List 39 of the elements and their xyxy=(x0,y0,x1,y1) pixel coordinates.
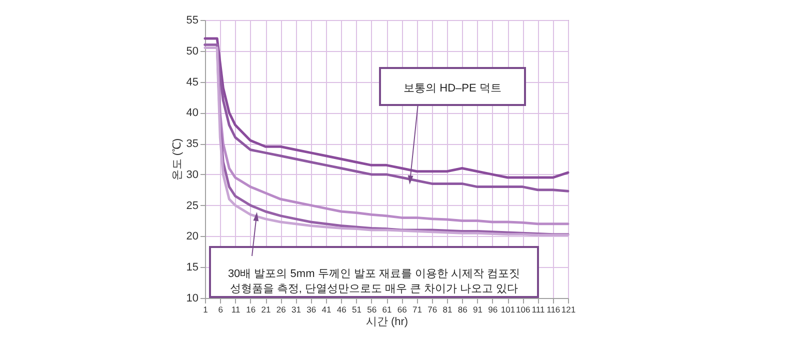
annotation: 보통의 HD–PE 덕트 xyxy=(404,82,502,94)
x-tick-label: 101 xyxy=(500,304,516,314)
x-tick-label: 116 xyxy=(546,304,560,314)
y-axis-title: 온도 (℃) xyxy=(171,138,184,181)
x-tick-label: 21 xyxy=(261,304,271,314)
y-tick-label: 30 xyxy=(186,168,198,181)
y-tick-label: 50 xyxy=(186,45,198,58)
y-tick-label: 35 xyxy=(186,138,198,150)
annotation: 30배 발포의 5mm 두께인 발포 재료를 이용한 시제작 컴포짓 성형품을 측정, 단열성만으로도 매우 큰 차이가 나오고 있다 xyxy=(228,268,520,295)
x-tick-label: 106 xyxy=(516,304,530,314)
x-tick-label: 11 xyxy=(231,304,240,314)
x-tick-label: 66 xyxy=(397,304,408,314)
y-tick-label: 55 xyxy=(186,14,198,26)
y-tick-label: 45 xyxy=(186,76,198,88)
x-tick-label: 31 xyxy=(292,304,302,314)
x-tick-label: 121 xyxy=(561,304,576,314)
x-tick-label: 81 xyxy=(442,304,452,314)
y-tick-label: 25 xyxy=(186,200,198,212)
x-tick-label: 76 xyxy=(428,304,438,314)
x-tick-label: 46 xyxy=(336,304,347,314)
y-tick-label: 20 xyxy=(186,230,198,243)
x-tick-label: 91 xyxy=(473,304,483,314)
y-tick-label: 10 xyxy=(186,292,198,304)
x-tick-label: 6 xyxy=(218,304,224,314)
y-tick-label: 40 xyxy=(186,107,198,120)
x-tick-label: 36 xyxy=(306,304,316,314)
x-tick-label: 51 xyxy=(352,304,362,314)
x-tick-label: 61 xyxy=(382,304,392,314)
x-tick-label: 1 xyxy=(203,304,208,314)
x-axis-title: 시간 (hr) xyxy=(366,316,408,328)
x-tick-label: 86 xyxy=(458,304,468,314)
x-tick-label: 16 xyxy=(246,304,256,314)
x-tick-label: 26 xyxy=(276,304,286,314)
x-tick-label: 71 xyxy=(412,304,422,314)
x-tick-label: 41 xyxy=(322,304,332,314)
x-tick-label: 56 xyxy=(367,304,377,314)
y-tick-label: 15 xyxy=(186,262,198,274)
x-tick-label: 96 xyxy=(488,304,498,314)
x-tick-label: 111 xyxy=(532,304,545,314)
